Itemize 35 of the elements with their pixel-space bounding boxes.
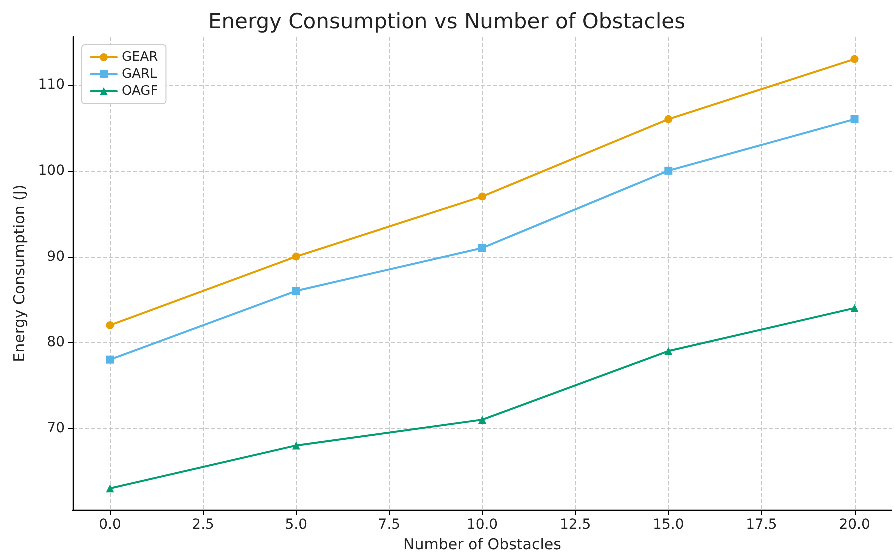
point (106, 484, 114, 493)
x-tick-label: 20.0 (839, 517, 870, 534)
point (292, 252, 300, 261)
legend-label: GEAR (122, 50, 158, 65)
x-tick-label: 0.0 (99, 517, 122, 534)
x-tick-label: 10.0 (466, 517, 498, 534)
point (106, 322, 114, 330)
y-tick-label: 90 (47, 248, 65, 265)
point (478, 416, 486, 424)
legend-label: GARL (122, 67, 158, 82)
y-tick-label: 100 (38, 162, 65, 179)
point (664, 166, 673, 175)
point (106, 356, 114, 364)
point (850, 55, 859, 64)
point (478, 192, 486, 201)
chart-title: Energy Consumption vs Number of Obstacles (208, 10, 686, 34)
point (850, 304, 859, 312)
point (292, 287, 300, 296)
point (292, 442, 300, 450)
x-tick-label: 5.0 (285, 517, 308, 534)
point (850, 115, 859, 124)
y-axis-title: Energy Consumption (J) (10, 184, 28, 362)
x-tick-label: 2.5 (192, 517, 214, 534)
legend-label: OAGF (122, 84, 158, 99)
x-tick-label: 12.5 (560, 517, 592, 534)
x-tick-label: 17.5 (746, 517, 778, 534)
point (664, 347, 673, 356)
x-tick-label: 7.5 (378, 517, 401, 534)
y-tick-label: 80 (47, 334, 65, 351)
y-tick-label: 110 (38, 77, 65, 94)
x-axis-title: Number of Obstacles (404, 536, 562, 554)
point (664, 115, 673, 124)
y-tick-label: 70 (47, 420, 65, 437)
x-tick-label: 15.0 (653, 517, 684, 534)
point (478, 244, 486, 252)
